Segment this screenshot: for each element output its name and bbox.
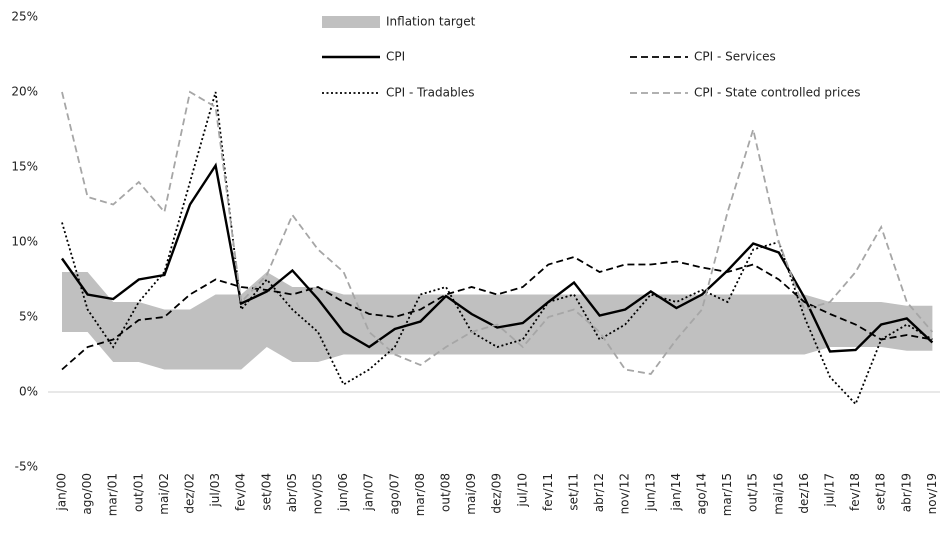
x-tick-label: mai/02 [157,473,171,515]
series-line [61,90,934,375]
legend-label: CPI [386,50,405,64]
target-band [62,272,933,370]
x-tick-label: fev/11 [541,473,555,511]
x-tick-label: dez/16 [797,473,811,514]
x-tick-label: jul/03 [208,473,222,508]
y-tick-label: -5% [15,460,38,474]
x-tick-label: abr/05 [285,473,299,512]
x-tick-label: set/11 [567,473,581,511]
x-tick-label: jan/07 [362,473,376,512]
legend-label: CPI - Tradables [386,86,475,100]
x-tick-label: jan/00 [55,473,69,512]
y-tick-label: 20% [11,85,38,99]
y-tick-label: 10% [11,235,38,249]
x-tick-label: nov/05 [311,473,325,514]
x-tick-label: dez/02 [183,473,197,514]
x-tick-label: dez/09 [490,473,504,514]
x-tick-label: mar/15 [720,473,734,516]
x-tick-label: nov/12 [618,473,632,514]
x-tick-label: nov/19 [925,473,939,514]
x-tick-label: fev/18 [848,473,862,511]
x-tick-label: out/01 [131,473,145,512]
x-tick-label: jul/17 [823,473,837,508]
x-tick-label: out/15 [746,473,760,512]
x-tick-label: set/18 [874,473,888,511]
x-tick-label: ago/07 [387,473,401,515]
y-tick-label: 15% [11,160,38,174]
x-tick-label: jun/06 [336,473,350,512]
legend-label: Inflation target [386,15,476,29]
x-tick-label: set/04 [259,473,273,511]
x-tick-label: mar/01 [106,473,120,516]
x-tick-label: ago/14 [695,473,709,515]
x-tick-label: jan/14 [669,473,683,512]
y-tick-label: 5% [19,310,38,324]
y-tick-label: 25% [11,10,38,24]
y-tick-label: 0% [19,385,38,399]
series-line [61,256,933,371]
x-tick-label: out/08 [439,473,453,512]
x-tick-label: mar/08 [413,473,427,516]
legend-label: CPI - Services [694,50,776,64]
x-tick-label: fev/04 [234,473,248,511]
legend-label: CPI - State controlled prices [694,86,861,100]
x-tick-label: mai/16 [771,473,785,515]
x-tick-label: jul/10 [515,473,529,508]
x-tick-label: abr/19 [899,473,913,512]
x-tick-label: abr/12 [592,473,606,512]
x-tick-label: jun/13 [643,473,657,512]
x-tick-label: ago/00 [80,473,94,515]
legend-swatch [322,16,380,28]
x-tick-label: mai/09 [464,473,478,515]
